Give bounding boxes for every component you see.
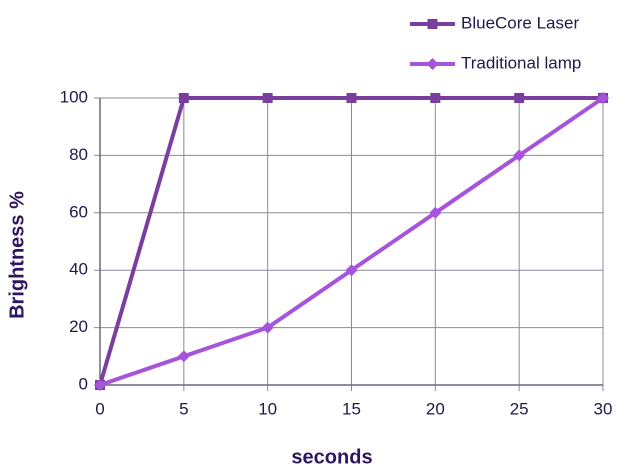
marker (597, 92, 609, 104)
marker (429, 206, 442, 219)
marker (430, 93, 441, 103)
x-tick-label: 20 (426, 399, 445, 418)
legend-label: BlueCore Laser (461, 13, 579, 32)
marker (177, 350, 190, 363)
y-axis-title: Brightness % (6, 191, 28, 319)
marker (261, 321, 274, 334)
legend-marker (427, 19, 438, 29)
marker (345, 264, 358, 277)
marker (262, 93, 273, 103)
x-tick-label: 15 (342, 399, 361, 418)
y-tick-label: 100 (60, 87, 88, 106)
x-tick-label: 10 (258, 399, 277, 418)
marker (513, 149, 526, 162)
marker (346, 93, 357, 103)
x-tick-label: 5 (179, 399, 188, 418)
y-tick-label: 80 (69, 145, 88, 164)
marker (514, 93, 525, 103)
y-tick-label: 20 (69, 317, 88, 336)
legend-marker (426, 58, 439, 70)
marker (94, 379, 106, 391)
legend-label: Traditional lamp (461, 53, 581, 72)
y-tick-label: 0 (79, 374, 88, 393)
y-tick-label: 60 (69, 202, 88, 221)
x-tick-label: 30 (594, 399, 613, 418)
x-axis-title: seconds (291, 446, 372, 468)
y-tick-label: 40 (69, 260, 88, 279)
x-tick-label: 0 (95, 399, 104, 418)
x-tick-label: 25 (510, 399, 529, 418)
marker (178, 93, 189, 103)
